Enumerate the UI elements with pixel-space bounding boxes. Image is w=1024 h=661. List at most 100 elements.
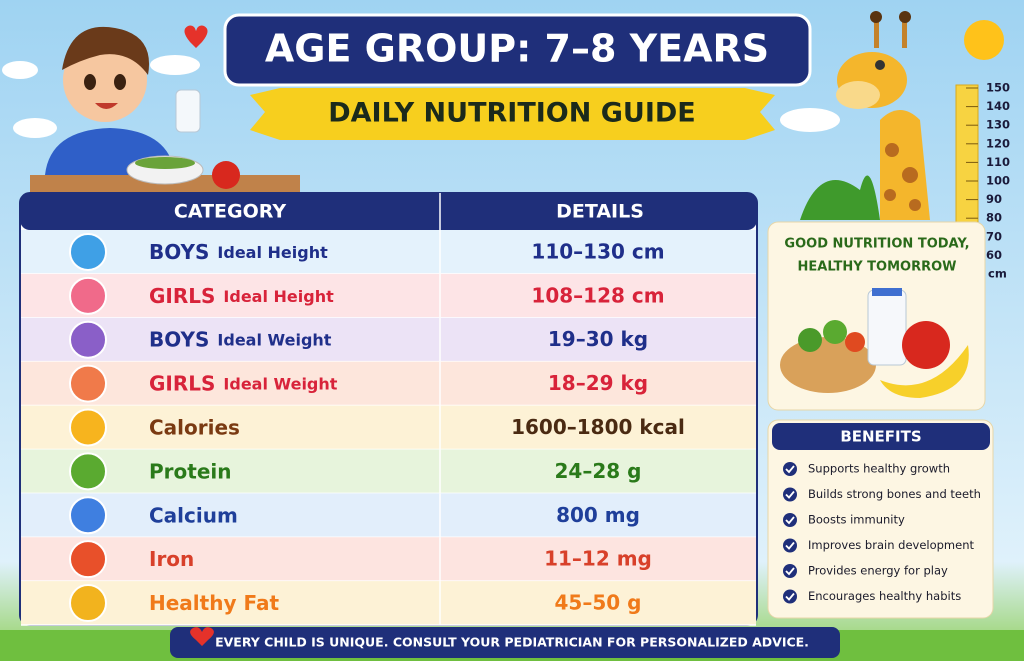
- row-icon: [69, 364, 107, 403]
- row-icon: [69, 408, 107, 447]
- ruler-label: 150: [986, 81, 1010, 95]
- ruler-label: 60: [986, 248, 1002, 262]
- benefit-item: Builds strong bones and teeth: [808, 487, 981, 501]
- detail-value: 18–29 kg: [548, 371, 648, 395]
- table-row: [21, 493, 756, 538]
- category-main: GIRLS: [149, 283, 215, 307]
- row-icon: [69, 320, 107, 359]
- category-main: Calories: [149, 415, 240, 439]
- category-sub: Ideal Height: [217, 242, 328, 261]
- category-main: Protein: [149, 459, 231, 483]
- heart-icon: [190, 627, 214, 646]
- detail-value: 19–30 kg: [548, 327, 648, 351]
- category-main: BOYS: [149, 327, 209, 351]
- detail-value: 800 mg: [556, 503, 640, 527]
- category-label: BOYS Ideal Height: [149, 239, 328, 263]
- detail-value: 24–28 g: [555, 459, 642, 483]
- row-icon: [69, 496, 107, 535]
- detail-value: 1600–1800 kcal: [511, 415, 685, 439]
- check-mark: [785, 541, 795, 550]
- ruler-label: 100: [986, 174, 1010, 188]
- table-row: [21, 230, 756, 274]
- table-row: [21, 317, 756, 362]
- ruler-label: 90: [986, 192, 1002, 206]
- table-row: [21, 361, 756, 406]
- check-mark: [785, 465, 795, 474]
- category-label: Calcium: [149, 503, 238, 527]
- column-header: CATEGORY: [174, 201, 286, 223]
- category-sub: Ideal Height: [223, 286, 334, 305]
- category-label: Calories: [149, 415, 240, 439]
- check-icon: [783, 487, 797, 502]
- detail-value: 11–12 mg: [544, 547, 652, 571]
- ruler-label: 130: [986, 118, 1010, 132]
- ruler-label: 120: [986, 136, 1010, 150]
- check-icon: [783, 538, 797, 553]
- table-row: [21, 537, 756, 582]
- ruler-label: 110: [986, 155, 1010, 169]
- table-row: [21, 273, 756, 318]
- check-icon: [783, 589, 797, 604]
- subtitle: DAILY NUTRITION GUIDE: [328, 98, 695, 129]
- check-mark: [785, 490, 795, 499]
- benefits-title: BENEFITS: [840, 428, 921, 446]
- benefits-list: Supports healthy growth Builds strong bon…: [783, 462, 981, 604]
- ruler-label: 140: [986, 99, 1010, 113]
- category-main: BOYS: [149, 239, 209, 263]
- subtitle-ribbon: [250, 88, 775, 140]
- title-banner: [223, 13, 812, 87]
- category-sub: Ideal Weight: [217, 330, 331, 349]
- table-row: [21, 405, 756, 450]
- giraffe-illustration: [800, 11, 979, 226]
- boy-illustration: [30, 25, 300, 195]
- benefits-header: [772, 423, 990, 450]
- benefit-item: Provides energy for play: [808, 564, 948, 578]
- clouds: [2, 55, 840, 138]
- category-label: GIRLS Ideal Weight: [149, 371, 338, 395]
- category-label: GIRLS Ideal Height: [149, 283, 334, 307]
- slogan-line: HEALTHY TOMORROW: [798, 260, 957, 275]
- ruler-label: 80: [986, 211, 1002, 225]
- category-label: BOYS Ideal Weight: [149, 327, 332, 351]
- footer-note: EVERY CHILD IS UNIQUE. CONSULT YOUR PEDI…: [215, 635, 809, 650]
- check-icon: [783, 513, 797, 527]
- row-icon: [69, 276, 107, 315]
- benefit-item: Supports healthy growth: [808, 462, 950, 476]
- slogan-line: GOOD NUTRITION TODAY,: [784, 237, 969, 252]
- category-sub: Ideal Weight: [223, 374, 337, 393]
- benefit-item: Improves brain development: [808, 538, 974, 552]
- category-main: Iron: [149, 547, 194, 571]
- column-header: DETAILS: [556, 201, 644, 223]
- table-rows: BOYS Ideal Height 110–130 cm GIRLS Ideal Hei…: [21, 230, 756, 626]
- detail-value: 108–128 cm: [531, 283, 664, 307]
- height-ruler: 150 140 130 120 110 100 90 80 70 60 cm: [966, 81, 1010, 281]
- category-main: GIRLS: [149, 371, 215, 395]
- check-mark: [785, 516, 795, 525]
- row-icon: [69, 584, 107, 623]
- category-main: Calcium: [149, 503, 238, 527]
- row-icon: [69, 540, 107, 579]
- row-icon: [69, 232, 107, 271]
- category-main: Healthy Fat: [149, 591, 279, 615]
- category-label: Iron: [149, 547, 194, 571]
- benefits-card: [767, 419, 994, 619]
- ruler-unit: cm: [988, 267, 1007, 281]
- check-icon: [783, 564, 797, 578]
- benefit-item: Encourages healthy habits: [808, 589, 961, 603]
- table-header: [20, 193, 757, 230]
- detail-value: 45–50 g: [555, 591, 642, 615]
- ruler-label: 70: [986, 229, 1002, 243]
- detail-value: 110–130 cm: [531, 239, 664, 263]
- check-mark: [785, 567, 795, 576]
- table-row: [21, 581, 756, 625]
- category-label: Protein: [149, 459, 231, 483]
- title: AGE GROUP: 7–8 YEARS: [265, 27, 769, 71]
- benefit-item: Boosts immunity: [808, 513, 905, 527]
- food-illustration: [780, 288, 969, 398]
- category-label: Healthy Fat: [149, 591, 279, 615]
- footer-bar: [170, 627, 840, 658]
- sun: [964, 20, 1004, 60]
- table-row: [21, 449, 756, 494]
- check-icon: [783, 462, 797, 476]
